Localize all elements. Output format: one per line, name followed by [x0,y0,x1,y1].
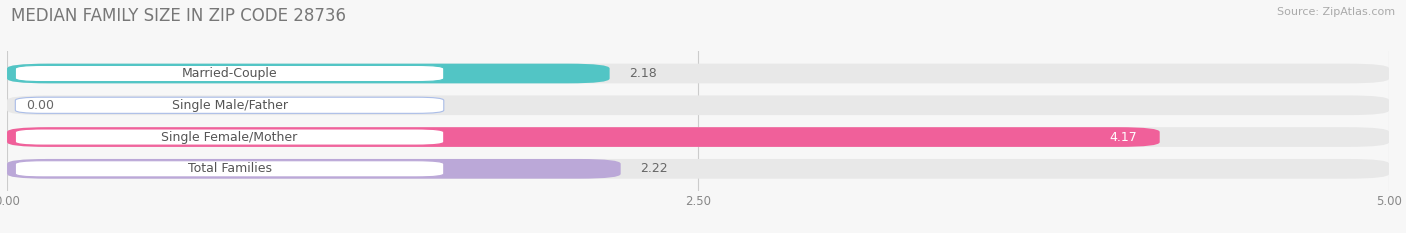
Text: Source: ZipAtlas.com: Source: ZipAtlas.com [1277,7,1395,17]
Text: 2.18: 2.18 [628,67,657,80]
Text: 2.22: 2.22 [640,162,668,175]
Text: Single Female/Mother: Single Female/Mother [162,130,298,144]
FancyBboxPatch shape [15,161,444,177]
FancyBboxPatch shape [7,64,610,83]
Text: MEDIAN FAMILY SIZE IN ZIP CODE 28736: MEDIAN FAMILY SIZE IN ZIP CODE 28736 [11,7,346,25]
Text: Total Families: Total Families [187,162,271,175]
FancyBboxPatch shape [15,129,444,145]
FancyBboxPatch shape [15,97,444,113]
FancyBboxPatch shape [7,159,620,179]
FancyBboxPatch shape [7,96,1389,115]
Text: 0.00: 0.00 [27,99,55,112]
FancyBboxPatch shape [7,64,1389,83]
FancyBboxPatch shape [7,127,1389,147]
FancyBboxPatch shape [15,65,444,82]
Text: Married-Couple: Married-Couple [181,67,277,80]
Text: Single Male/Father: Single Male/Father [172,99,288,112]
FancyBboxPatch shape [7,127,1160,147]
FancyBboxPatch shape [7,159,1389,179]
Text: 4.17: 4.17 [1109,130,1137,144]
